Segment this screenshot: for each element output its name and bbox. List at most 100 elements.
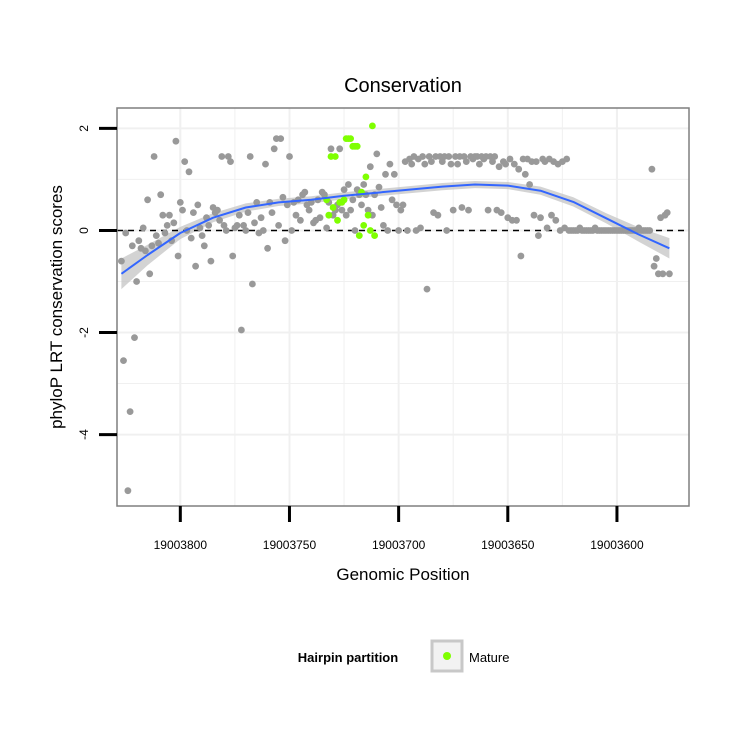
data-point-other — [179, 206, 186, 214]
data-point-other — [336, 145, 344, 153]
data-point-mature — [355, 232, 363, 240]
data-point-mature — [360, 222, 368, 229]
data-point-other — [404, 227, 411, 234]
data-point-other — [200, 242, 208, 250]
data-point-other — [257, 214, 265, 222]
x-tick-label: 19003700 — [372, 538, 426, 552]
y-tick-label: 2 — [77, 125, 91, 132]
data-point-other — [552, 216, 560, 224]
data-point-other — [194, 201, 202, 209]
smooth-confidence-band — [121, 181, 670, 290]
data-point-other — [235, 211, 243, 219]
data-point-other — [338, 206, 346, 214]
data-point-other — [384, 227, 392, 234]
data-point-other — [521, 170, 529, 178]
data-point-other — [502, 160, 509, 168]
confidence-band — [121, 181, 670, 290]
data-point-other — [279, 193, 287, 201]
data-point-other — [421, 160, 429, 168]
data-point-other — [181, 158, 189, 166]
data-point-other — [388, 196, 396, 204]
data-point-other — [172, 137, 180, 145]
x-axis: 19003800 19003750 19003700 19003650 19003600 — [154, 506, 644, 552]
data-point-mature — [362, 173, 370, 181]
data-point-other — [659, 270, 667, 278]
data-point-mature — [325, 211, 333, 219]
data-point-other — [259, 227, 267, 234]
data-point-other — [465, 206, 472, 214]
data-point-other — [148, 242, 156, 250]
data-point-mature — [334, 216, 341, 224]
data-point-mature — [329, 204, 337, 211]
data-point-other — [423, 285, 431, 293]
data-point-other — [283, 201, 291, 209]
data-point-other — [216, 216, 224, 224]
data-point-other — [345, 181, 352, 188]
data-point-other — [395, 227, 402, 234]
legend-title: Hairpin partition — [298, 650, 398, 665]
chart-title: Conservation — [344, 75, 462, 97]
data-point-other — [242, 227, 250, 234]
data-point-other — [515, 165, 523, 173]
data-point-other — [152, 232, 160, 240]
data-point-other — [316, 214, 324, 222]
data-point-other — [218, 153, 226, 160]
data-point-other — [150, 153, 158, 160]
data-point-other — [240, 222, 248, 229]
data-point-other — [399, 201, 407, 209]
data-point-other — [301, 188, 309, 196]
data-point-other — [118, 257, 125, 265]
data-point-other — [445, 153, 453, 160]
data-point-other — [342, 211, 350, 219]
data-point-other — [144, 196, 152, 204]
data-point-other — [323, 224, 330, 232]
data-point-other — [251, 219, 258, 227]
data-point-other — [170, 219, 178, 227]
data-point-other — [364, 206, 372, 214]
data-point-other — [207, 257, 215, 265]
data-point-other — [537, 214, 544, 222]
data-point-other — [122, 229, 130, 237]
data-point-other — [358, 201, 365, 209]
data-point-other — [146, 270, 154, 278]
data-point-other — [214, 206, 221, 214]
data-point-other — [347, 206, 354, 214]
data-point-other — [327, 145, 335, 153]
legend-label-mature: Mature — [469, 650, 509, 665]
data-point-other — [349, 196, 357, 204]
data-point-other — [563, 155, 571, 163]
smooth-curve — [120, 183, 670, 275]
data-point-mature — [353, 142, 361, 150]
data-point-other — [139, 224, 147, 232]
data-point-other — [438, 158, 446, 166]
data-point-other — [417, 224, 424, 232]
data-point-other — [128, 242, 136, 250]
y-axis: 2 0 -2 -4 — [77, 125, 117, 440]
data-point-other — [275, 222, 282, 229]
data-point-other — [380, 222, 387, 229]
data-point-other — [548, 211, 555, 219]
data-point-other — [297, 216, 304, 224]
x-axis-title: Genomic Position — [336, 565, 469, 584]
smooth-line — [120, 183, 670, 275]
grid-lines — [117, 108, 689, 506]
data-point-other — [460, 153, 468, 160]
data-point-other — [484, 206, 492, 214]
data-point-other — [652, 255, 660, 262]
data-point-other — [530, 211, 538, 219]
x-tick-label: 19003600 — [590, 538, 644, 552]
data-point-other — [187, 234, 195, 242]
data-point-other — [185, 168, 193, 176]
data-point-other — [264, 244, 271, 252]
data-point-other — [246, 153, 254, 160]
data-point-other — [249, 280, 256, 288]
data-point-other — [447, 160, 455, 168]
data-point-other — [666, 270, 673, 278]
data-point-other — [434, 211, 442, 219]
data-point-other — [454, 160, 461, 168]
data-point-other — [268, 209, 276, 217]
data-point-other — [238, 326, 245, 334]
data-point-other — [292, 211, 300, 219]
data-point-other — [227, 158, 234, 166]
mature-points-series — [323, 122, 378, 240]
